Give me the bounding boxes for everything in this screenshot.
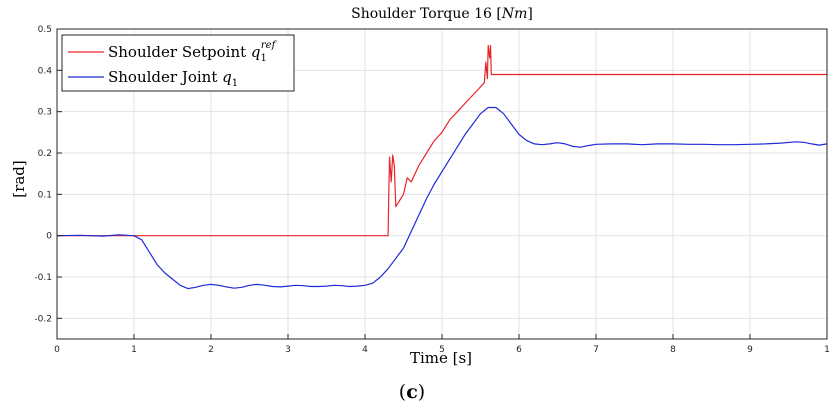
legend-label-joint-symbol: q — [222, 68, 232, 86]
legend-label-joint-sub: 1 — [232, 78, 238, 89]
legend-label-setpoint: Shoulder Setpoint q1 ref — [108, 40, 278, 64]
legend-label-setpoint-symbol: q — [251, 43, 261, 61]
chart-title: Shoulder Torque 16 [Nm] — [351, 6, 533, 22]
ticks: 0 1 2 3 4 5 6 7 8 9 1 -0.2 -0.1 0 0.1 0.2 0.3 0.4 0.5 — [34, 25, 829, 355]
series-line-setpoint — [57, 44, 827, 237]
series-layer — [56, 44, 828, 290]
y-tick-label: 0.2 — [38, 149, 52, 159]
chart-title-unit: Nm — [501, 6, 528, 22]
figure-caption-open: ( — [399, 381, 406, 403]
y-tick-label: 0 — [46, 232, 52, 242]
legend: Shoulder Setpoint q1ref Shoulder Joint q… — [61, 34, 295, 92]
y-axis-label: [rad] — [10, 160, 28, 197]
figure-caption-letter: c — [406, 381, 418, 403]
x-tick-label: 4 — [362, 345, 368, 355]
legend-label-joint-text: Shoulder Joint — [108, 68, 222, 86]
y-tick-label: 0.5 — [38, 25, 52, 35]
y-tick-label: 0.3 — [38, 108, 52, 118]
chart-title-close: ] — [527, 6, 532, 22]
x-axis-label: Time [s] — [410, 349, 472, 367]
y-tick-label: 0.1 — [38, 190, 52, 200]
y-tick-label: -0.1 — [34, 273, 52, 283]
y-tick-label: 0.4 — [38, 66, 53, 76]
x-tick-label: 7 — [593, 345, 599, 355]
legend-label-setpoint-text: Shoulder Setpoint — [108, 43, 251, 61]
x-tick-label: 5 — [439, 345, 445, 355]
figure-caption-close: ) — [418, 381, 425, 403]
x-tick-label: 6 — [516, 345, 522, 355]
x-tick-label: 2 — [208, 345, 214, 355]
x-tick-label: 3 — [285, 345, 291, 355]
legend-label-setpoint-sup: ref — [261, 40, 278, 51]
figure-caption: (c) — [399, 381, 425, 403]
legend-label-joint: Shoulder Joint q1 — [108, 68, 238, 89]
x-tick-label: 1 — [824, 345, 829, 355]
chart-title-text: Shoulder Torque 16 [ — [351, 6, 502, 22]
legend-box — [61, 34, 295, 92]
x-tick-label: 9 — [747, 345, 753, 355]
series-line-joint — [56, 106, 828, 290]
x-tick-label: 0 — [54, 345, 60, 355]
x-tick-label: 8 — [670, 345, 676, 355]
x-tick-label: 1 — [131, 345, 137, 355]
y-tick-label: -0.2 — [34, 314, 52, 324]
legend-label-setpoint-sub: 1 — [261, 53, 267, 64]
